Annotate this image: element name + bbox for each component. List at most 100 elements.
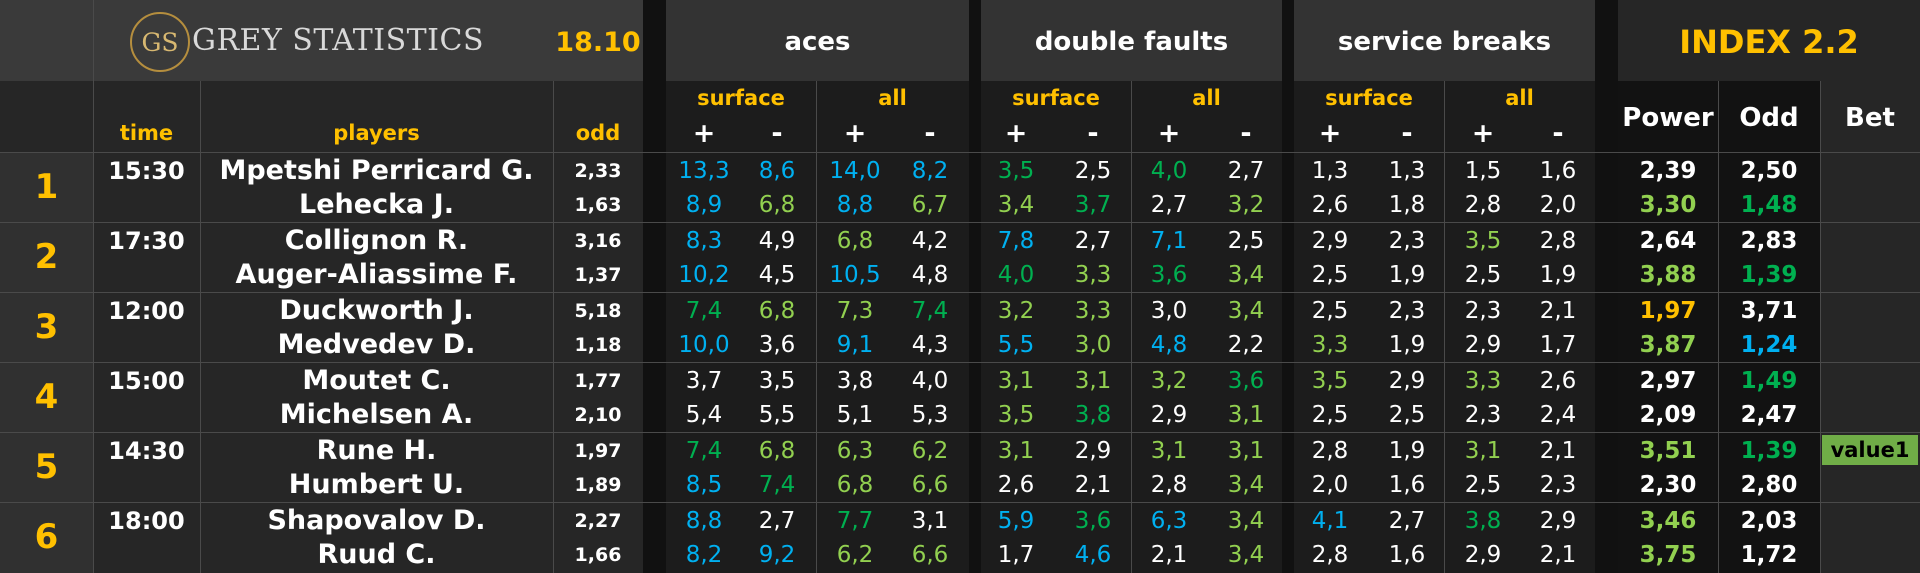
player-odd: 1,63 [574, 193, 622, 216]
grid-line [200, 81, 201, 573]
stat-value: 6,8 [836, 227, 874, 254]
stat-value: 3,5 [1464, 227, 1502, 254]
stat-value: 3,7 [1074, 191, 1112, 218]
stat-value: 4,1 [1311, 507, 1349, 534]
stat-value: 3,7 [685, 367, 723, 394]
stat-value: 1,3 [1311, 157, 1349, 184]
stat-value: 3,4 [1227, 297, 1265, 324]
col-index-odd: Odd [1739, 103, 1799, 133]
plus-sign: + [1004, 117, 1028, 149]
date-label: 18.10 [555, 26, 641, 58]
stat-value: 5,9 [997, 507, 1035, 534]
stat-value: 3,1 [1150, 437, 1188, 464]
stat-value: 4,5 [758, 261, 796, 288]
player-odd: 2,33 [574, 159, 622, 182]
row-line [0, 432, 1920, 433]
stat-value: 7,4 [685, 297, 723, 324]
stat-value: 3,1 [1074, 367, 1112, 394]
stat-value: 7,3 [836, 297, 874, 324]
stat-value: 2,6 [1539, 367, 1577, 394]
grid-line [1131, 81, 1132, 573]
player-odd: 1,37 [574, 263, 622, 286]
stat-value: 5,4 [685, 401, 723, 428]
double-faults-header-bg [981, 0, 1282, 81]
stat-value: 2,9 [1539, 507, 1577, 534]
stat-value: 2,5 [1388, 401, 1426, 428]
stat-value: 2,1 [1074, 471, 1112, 498]
stat-value: 3,0 [1074, 331, 1112, 358]
col-bet: Bet [1845, 103, 1895, 133]
match-time: 12:00 [108, 296, 185, 325]
stat-value: 3,4 [1227, 541, 1265, 568]
stat-value: 3,2 [1150, 367, 1188, 394]
stat-value: 1,9 [1539, 261, 1577, 288]
index-odd-value: 2,03 [1740, 507, 1798, 534]
stat-value: 2,5 [1074, 157, 1112, 184]
bet-badge: value1 [1822, 435, 1918, 465]
stat-value: 1,9 [1388, 437, 1426, 464]
plus-sign: + [843, 117, 867, 149]
stat-value: 2,2 [1227, 331, 1265, 358]
df-surface-label: surface [1012, 86, 1100, 110]
stat-value: 4,0 [1150, 157, 1188, 184]
grid-line [816, 81, 817, 573]
stat-value: 2,7 [1388, 507, 1426, 534]
player-name: Auger-Aliassime F. [235, 259, 518, 290]
plus-sign: + [692, 117, 716, 149]
index-odd-value: 2,83 [1740, 227, 1798, 254]
stat-value: 3,5 [758, 367, 796, 394]
logo-text: GREY STATISTICS [192, 22, 485, 58]
stat-value: 2,8 [1464, 191, 1502, 218]
stat-value: 2,1 [1539, 541, 1577, 568]
player-name: Collignon R. [284, 225, 469, 256]
stat-value: 2,3 [1539, 471, 1577, 498]
player-name: Ruud C. [317, 539, 436, 570]
service-breaks-header: service breaks [1337, 27, 1552, 57]
match-time: 14:30 [108, 436, 185, 465]
stat-value: 2,5 [1464, 471, 1502, 498]
minus-sign: - [1240, 117, 1252, 149]
stat-value: 6,8 [758, 437, 796, 464]
player-name: Michelsen A. [279, 399, 474, 430]
plus-sign: + [1157, 117, 1181, 149]
stat-value: 3,1 [997, 367, 1035, 394]
stat-value: 2,6 [1311, 191, 1349, 218]
stat-value: 3,5 [1311, 367, 1349, 394]
power-value: 2,30 [1639, 471, 1697, 498]
gap-1 [643, 0, 666, 573]
aces-all-label: all [878, 86, 907, 110]
stat-value: 3,8 [1074, 401, 1112, 428]
stat-value: 1,9 [1388, 261, 1426, 288]
stat-value: 2,0 [1539, 191, 1577, 218]
player-odd: 2,10 [574, 403, 622, 426]
stat-value: 3,2 [997, 297, 1035, 324]
stat-value: 6,3 [836, 437, 874, 464]
index-odd-value: 1,48 [1740, 191, 1798, 218]
stat-value: 2,8 [1539, 227, 1577, 254]
stat-value: 3,3 [1074, 297, 1112, 324]
player-name: Duckworth J. [279, 295, 474, 326]
stat-value: 6,2 [911, 437, 949, 464]
stat-value: 6,8 [758, 191, 796, 218]
stat-value: 2,4 [1539, 401, 1577, 428]
power-value: 2,64 [1639, 227, 1697, 254]
stat-value: 2,6 [997, 471, 1035, 498]
match-time: 18:00 [108, 506, 185, 535]
logo-mark: GS [141, 27, 179, 57]
stat-value: 8,2 [911, 157, 949, 184]
stat-value: 1,6 [1388, 471, 1426, 498]
stat-value: 9,1 [836, 331, 874, 358]
match-number: 2 [34, 237, 59, 277]
stat-value: 4,9 [758, 227, 796, 254]
stat-value: 2,9 [1464, 541, 1502, 568]
stat-value: 4,3 [911, 331, 949, 358]
stat-value: 2,9 [1150, 401, 1188, 428]
stat-value: 2,9 [1074, 437, 1112, 464]
col-power: Power [1622, 103, 1714, 133]
stat-value: 3,4 [1227, 507, 1265, 534]
minus-sign: - [1552, 117, 1564, 149]
row-line [0, 292, 1920, 293]
stat-value: 2,8 [1150, 471, 1188, 498]
aces-surface-label: surface [697, 86, 785, 110]
stat-value: 2,7 [1227, 157, 1265, 184]
